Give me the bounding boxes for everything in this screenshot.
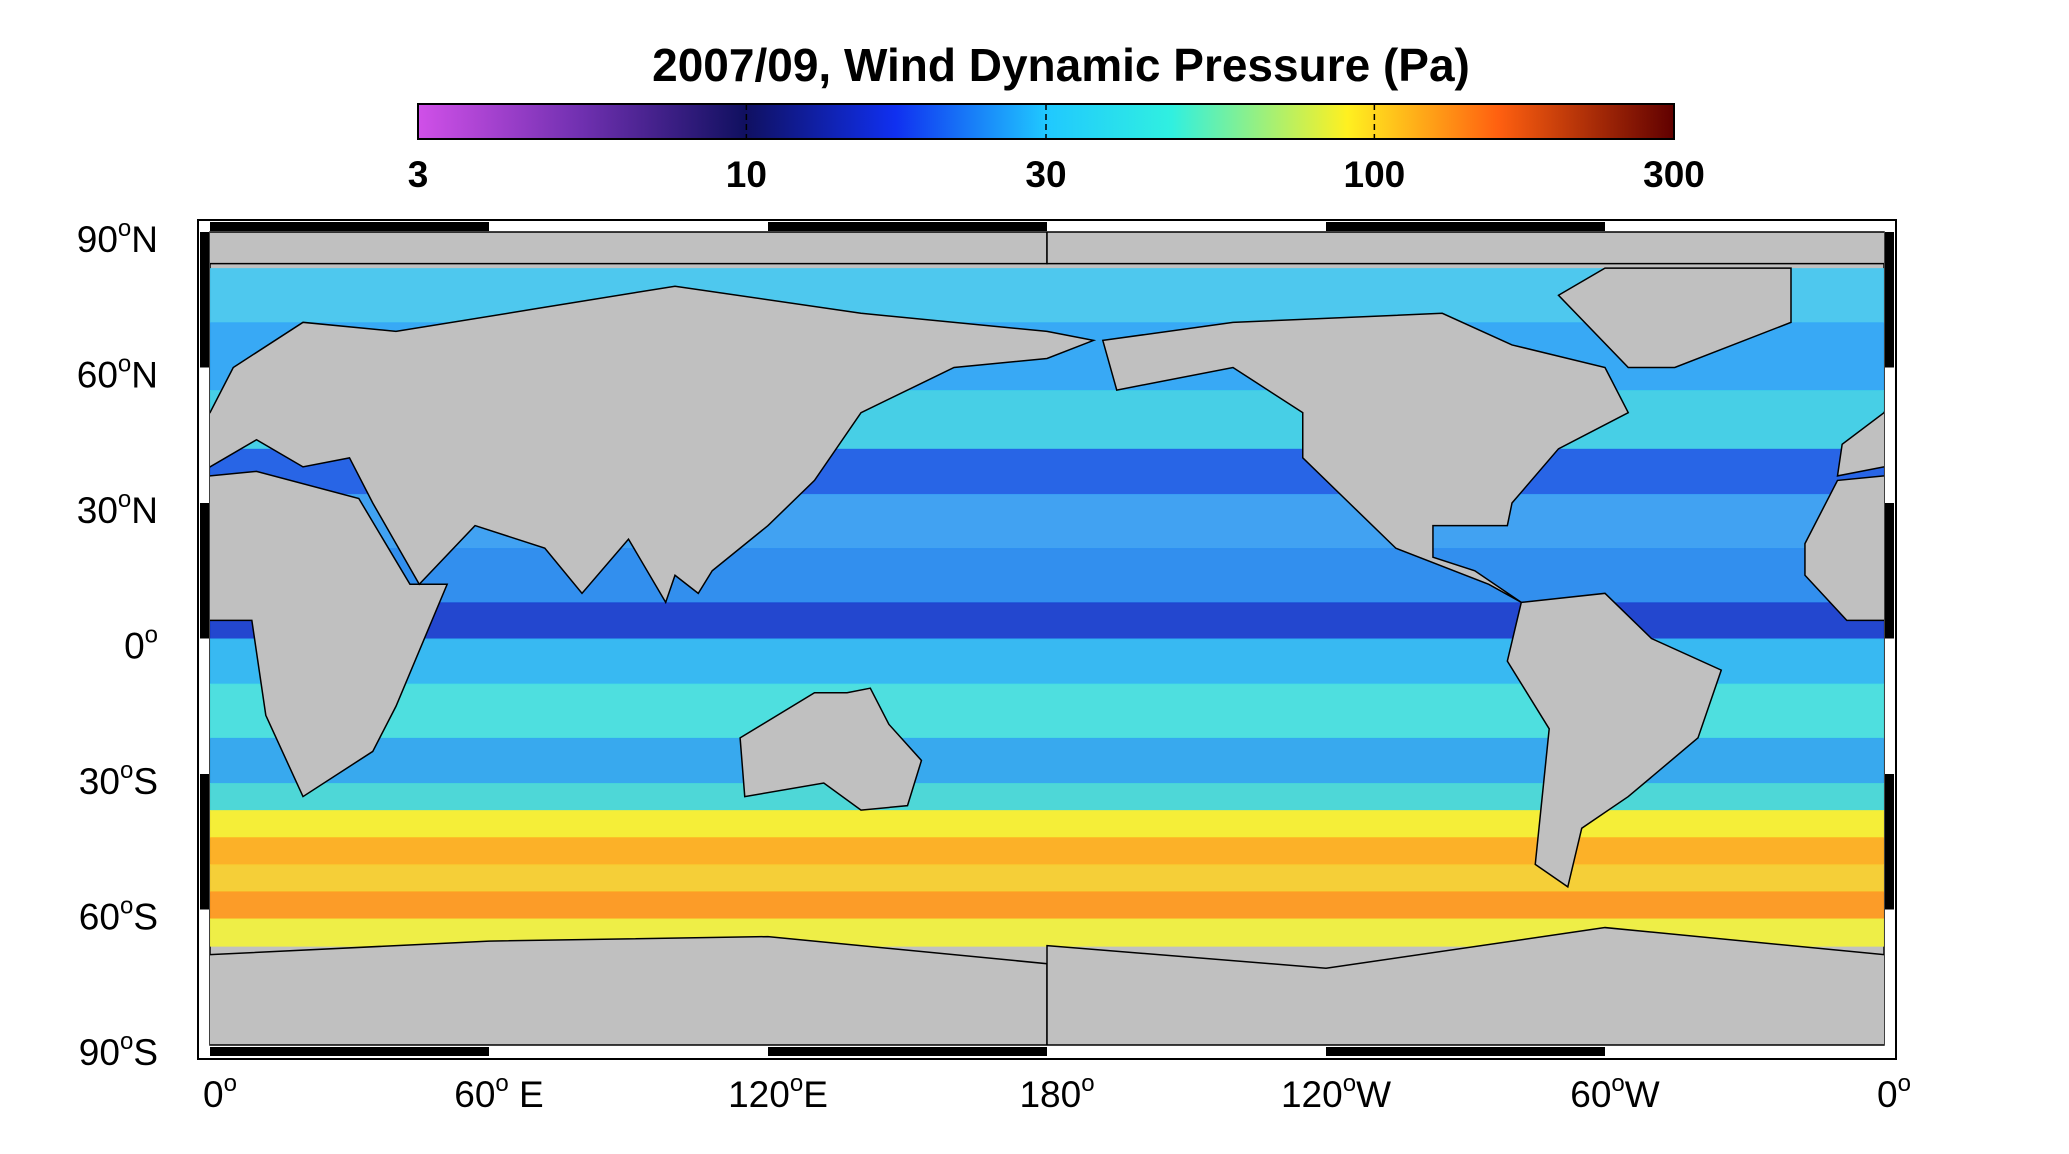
frame-segment [1885,774,1894,910]
frame-segment [1326,1047,1605,1056]
label-degree: o [1343,1070,1356,1097]
label-degree: o [118,351,131,378]
frame-segment [200,910,209,1046]
colorbar: 3 10 30 100 300 [408,104,1705,195]
frame-segment [1885,368,1894,504]
ocean-band [210,864,1884,892]
map [0,220,2069,1059]
label-hemisphere: W [1356,1074,1391,1115]
label-hemisphere: N [131,490,158,531]
frame-segment [1326,222,1605,231]
label-degree: o [1611,1070,1624,1097]
axis-label: 30oS [79,757,158,801]
axis-label: 180o [1019,1070,1094,1114]
ocean-band [210,837,1884,865]
axis-label: 60o E [454,1070,543,1114]
axis-label: 60oN [77,351,158,395]
frame-segment [200,368,209,504]
landmass [0,268,117,367]
frame-segment [489,222,768,231]
label-hemisphere: E [803,1074,828,1115]
axis-label: 120oE [728,1070,828,1114]
axis-label: 0o [1877,1070,1911,1114]
frame-segment [210,1047,489,1056]
axis-label: 90oN [77,215,158,259]
colorbar-tick-label: 10 [726,154,767,195]
label-hemisphere: E [509,1074,544,1115]
landmass [1047,232,2069,264]
label-number: 60 [79,896,120,937]
colorbar-tick-label: 30 [1025,154,1066,195]
axis-label: 90oS [79,1028,158,1072]
colorbar-tick-label: 3 [408,154,429,195]
label-degree: o [1081,1070,1094,1097]
label-number: 180 [1019,1074,1081,1115]
label-number: 120 [1281,1074,1343,1115]
label-number: 60 [454,1074,495,1115]
axis-label: 0o [124,622,158,666]
label-degree: o [1898,1070,1911,1097]
frame-segment [1047,222,1326,231]
label-number: 0 [1877,1074,1898,1115]
ocean-band [210,891,1884,919]
label-hemisphere: W [1625,1074,1660,1115]
label-degree: o [495,1070,508,1097]
frame-segment [1885,503,1894,639]
label-number: 120 [728,1074,790,1115]
frame-segment [1885,639,1894,775]
label-degree: o [118,215,131,242]
label-number: 90 [77,219,118,260]
label-number: 90 [79,1032,120,1073]
frame-segment [200,774,209,910]
frame-segment [489,1047,768,1056]
frame-segment [1605,222,1884,231]
frame-segment [210,222,489,231]
axis-label: 30oN [77,486,158,530]
label-degree: o [145,622,158,649]
axis-label: 0o [203,1070,237,1114]
label-number: 0 [203,1074,224,1115]
label-degree: o [120,893,133,920]
label-hemisphere: S [133,896,158,937]
label-number: 30 [79,761,120,802]
colorbar-tick-label: 100 [1344,154,1406,195]
label-degree: o [790,1070,803,1097]
label-hemisphere: S [133,1032,158,1073]
label-number: 60 [77,354,118,395]
ocean-band [210,548,1884,603]
frame-segment [768,1047,1047,1056]
frame-segment [768,222,1047,231]
frame-segment [1885,232,1894,368]
ocean-band [210,810,1884,838]
label-hemisphere: N [131,219,158,260]
label-hemisphere: N [131,354,158,395]
axis-label: 60oW [1570,1070,1660,1114]
label-degree: o [120,1028,133,1055]
title: 2007/09, Wind Dynamic Pressure (Pa) [652,39,1470,91]
axis-label: 60oS [79,893,158,937]
frame-segment [200,503,209,639]
frame-segment [200,232,209,368]
label-number: 60 [1570,1074,1611,1115]
frame-segment [1605,1047,1884,1056]
frame-segment [1885,910,1894,1046]
label-degree: o [120,757,133,784]
label-degree: o [118,486,131,513]
label-degree: o [224,1070,237,1097]
colorbar-tick-label: 300 [1643,154,1705,195]
label-number: 0 [124,625,145,666]
landmass [0,593,47,887]
label-hemisphere: S [133,761,158,802]
axis-label: 120oW [1281,1070,1391,1114]
frame-segment [1047,1047,1326,1056]
frame-segment [200,639,209,775]
label-number: 30 [77,490,118,531]
